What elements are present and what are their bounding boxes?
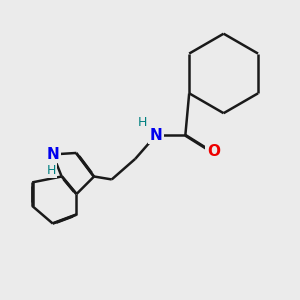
Text: N: N — [46, 147, 59, 162]
Text: O: O — [207, 144, 220, 159]
Text: H: H — [138, 116, 147, 128]
Text: H: H — [47, 164, 56, 177]
Text: N: N — [149, 128, 162, 143]
